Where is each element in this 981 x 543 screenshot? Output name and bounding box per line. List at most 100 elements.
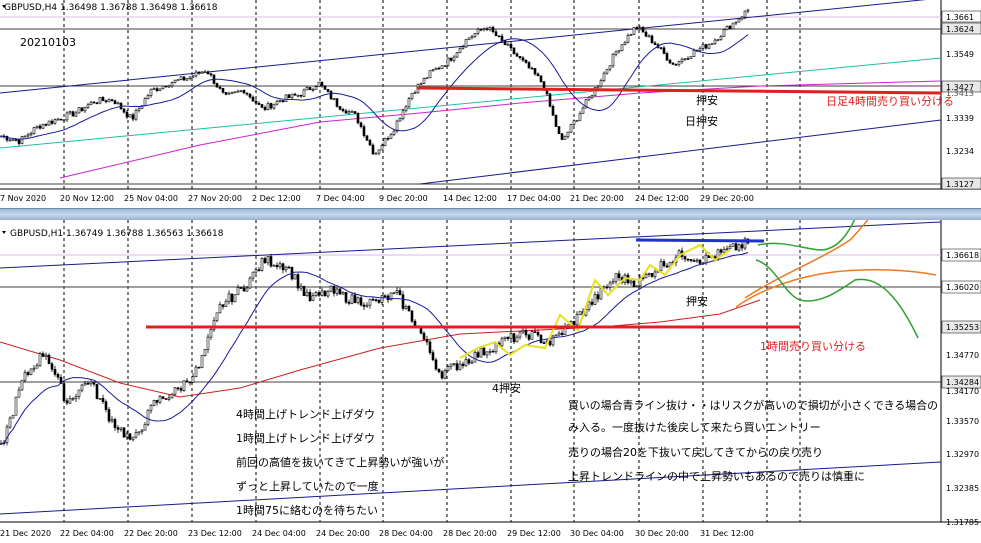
candle-body: [590, 301, 594, 305]
candle-body: [743, 238, 747, 249]
candle-body: [617, 273, 621, 279]
candle-body: [95, 102, 99, 105]
candle-body: [467, 37, 471, 40]
candle-body: [272, 264, 276, 267]
candle-body: [242, 90, 246, 94]
candle-body: [365, 304, 369, 307]
h1-price-label: 1.34770: [946, 351, 979, 360]
candle-body: [440, 65, 444, 69]
candle-body: [377, 299, 381, 303]
h1-price-label: 1.31785: [946, 518, 979, 527]
candle-body: [293, 274, 297, 280]
candle-body: [197, 366, 201, 369]
candle-body: [230, 293, 234, 303]
candle-body: [551, 105, 555, 116]
candle-body: [248, 277, 252, 289]
candle-body: [218, 86, 222, 89]
candle-body: [359, 122, 363, 127]
candle-body: [446, 366, 450, 371]
candle-body: [719, 249, 723, 253]
h4-chart[interactable]: GBPUSD,H4 1.36498 1.36788 1.36498 1.3661…: [0, 0, 981, 208]
candle-body: [263, 258, 267, 264]
candle-body: [518, 331, 522, 338]
candle-body: [461, 46, 465, 49]
h1-time-labels: 21 Dec 2020 22 Dec 04:00 22 Dec 20:00 23…: [0, 529, 754, 538]
h1-time-label: 21 Dec 2020: [0, 529, 51, 538]
h4-annotation-oshiyasu: 押安: [696, 93, 718, 107]
candle-body: [698, 259, 702, 264]
h1-chart[interactable]: GBPUSD,H1 1.36749 1.36788 1.36563 1.3661…: [0, 189, 981, 540]
candle-body: [338, 106, 342, 110]
candle-body: [311, 295, 315, 301]
candle-body: [728, 246, 732, 250]
candle-body: [320, 81, 324, 86]
candle-body: [329, 285, 333, 292]
candle-body: [545, 89, 549, 95]
candle-body: [488, 350, 492, 353]
candle-body: [32, 367, 36, 370]
candle-body: [440, 371, 444, 379]
h4-header-triangle-icon: [2, 5, 6, 8]
candle-body: [518, 55, 522, 59]
h1-scenario-up-1: [735, 269, 937, 308]
candle-body: [140, 429, 144, 433]
candle-body: [101, 398, 105, 402]
candle-body: [590, 95, 594, 98]
h4-time-label: 2 Dec 12:00: [252, 194, 301, 203]
candle-body: [443, 370, 447, 379]
candle-body: [68, 398, 72, 404]
candle-body: [521, 57, 525, 61]
candle-body: [725, 248, 729, 251]
candle-body: [239, 287, 243, 289]
candle-body: [341, 108, 345, 112]
h4-background: [0, 0, 981, 208]
candle-body: [227, 92, 231, 95]
candle-body: [107, 99, 111, 103]
candle-body: [20, 136, 24, 144]
h1-time-label: 24 Dec 04:00: [252, 529, 306, 538]
candle-body: [464, 359, 468, 367]
candle-body: [635, 285, 639, 288]
candle-body: [560, 133, 564, 140]
candle-body: [29, 132, 33, 136]
candle-body: [185, 78, 189, 81]
h1-price-label: 1.33570: [946, 417, 979, 426]
candle-body: [602, 286, 606, 289]
candle-body: [581, 107, 585, 114]
candle-body: [305, 87, 309, 91]
h1-time-label: 22 Dec 20:00: [124, 529, 178, 538]
candle-body: [359, 297, 363, 306]
candle-body: [467, 359, 471, 364]
candle-body: [278, 100, 282, 102]
candle-body: [554, 334, 558, 337]
candle-body: [653, 271, 657, 277]
candle-body: [182, 380, 186, 391]
h4-time-label: 14 Dec 12:00: [443, 194, 497, 203]
note-line: 1時間75に絡むのを待ちたい: [236, 503, 378, 517]
candle-body: [728, 25, 732, 30]
candle-body: [641, 27, 645, 33]
candle-body: [458, 363, 462, 371]
note-line: 上昇トレンドラインの中で上昇勢いもあるので売りは慎重に: [568, 469, 865, 483]
candle-body: [47, 120, 51, 126]
h1-notes-left: 4時間上げトレンド上げダウ 1時間上げトレンド上げダウ 前回の高値を抜いてきて上…: [236, 407, 444, 517]
candle-body: [95, 383, 99, 399]
candle-body: [587, 96, 591, 101]
h1-time-label: 28 Dec 20:00: [443, 529, 497, 538]
candle-body: [278, 263, 282, 268]
candle-body: [26, 134, 30, 137]
candle-body: [260, 258, 264, 271]
candle-body: [125, 433, 129, 438]
candle-body: [722, 249, 726, 253]
candle-body: [50, 363, 54, 370]
h4-annotation-hi-oshiyasu: 日押安: [685, 114, 718, 128]
h1-annotation-oshiyasu: 押安: [686, 294, 708, 308]
note-line: 1時間上げトレンド上げダウ: [236, 431, 375, 445]
candle-body: [506, 44, 510, 46]
candle-body: [281, 100, 285, 102]
candle-body: [8, 417, 12, 428]
candle-body: [251, 96, 255, 102]
candle-body: [671, 62, 675, 65]
candle-body: [686, 58, 690, 60]
candle-body: [164, 85, 168, 88]
